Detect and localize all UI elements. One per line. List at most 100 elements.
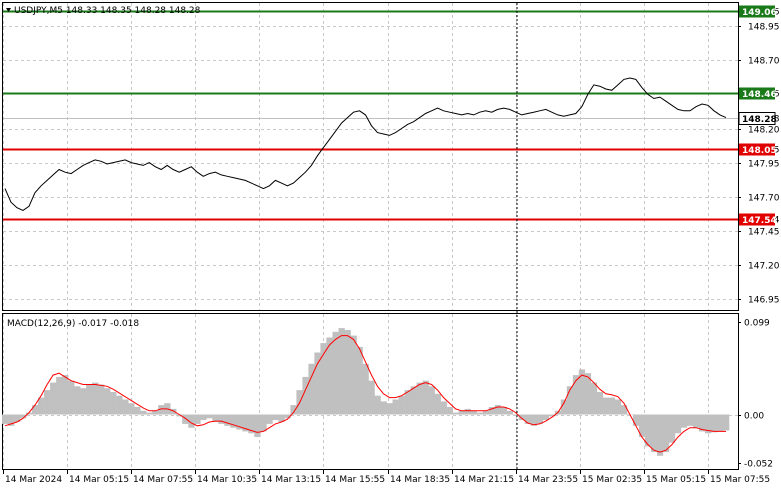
macd-histogram-bar xyxy=(44,390,51,415)
macd-histogram-bar xyxy=(152,410,159,415)
macd-histogram-bar xyxy=(705,414,712,434)
price-axis-label: 147.20 xyxy=(748,262,780,272)
macd-histogram-bar xyxy=(416,382,423,415)
macd-histogram-bar xyxy=(434,393,441,415)
macd-histogram-bar xyxy=(446,407,453,415)
macd-histogram-bar xyxy=(290,405,297,415)
macd-histogram-bar xyxy=(602,397,610,415)
macd-histogram-bar xyxy=(542,414,549,421)
level-lines[interactable] xyxy=(3,10,738,221)
macd-histogram-bar xyxy=(380,401,387,415)
price-axis-label: 148.95 xyxy=(748,23,780,33)
macd-histogram-bar xyxy=(32,405,39,415)
macd-histogram-bar xyxy=(104,388,111,415)
macd-histogram-bar xyxy=(266,414,273,424)
time-axis-label: 14 Mar 21:15 xyxy=(454,475,514,485)
price-series-line xyxy=(4,77,727,211)
macd-histogram-bar xyxy=(332,331,339,415)
macd-histogram-bar xyxy=(560,399,568,415)
macd-histogram-bar xyxy=(92,382,99,415)
macd-histogram-bar xyxy=(506,410,513,415)
macd-histogram-bar xyxy=(644,414,652,447)
macd-histogram-bar xyxy=(254,414,261,437)
macd-histogram-bar xyxy=(8,414,15,426)
macd-histogram-bar xyxy=(680,414,688,428)
macd-histogram-bar xyxy=(56,376,63,415)
macd-histogram xyxy=(2,328,730,456)
macd-histogram-bar xyxy=(500,407,507,415)
macd-histogram-bar xyxy=(116,395,123,415)
macd-histogram-bar xyxy=(512,414,519,415)
macd-histogram-bar xyxy=(98,384,105,415)
time-axis-label: 14 Mar 15:55 xyxy=(325,475,385,485)
macd-histogram-bar xyxy=(674,414,682,434)
level-badge-148.46 xyxy=(739,87,775,100)
macd-histogram-bar xyxy=(236,414,243,430)
macd-histogram-bar xyxy=(68,380,75,415)
macd-signal-series xyxy=(4,335,726,453)
macd-histogram-bar xyxy=(608,397,616,415)
price-axis-label: 148.20 xyxy=(748,126,780,136)
current-price-badge xyxy=(738,112,776,125)
macd-histogram-bar xyxy=(110,392,117,415)
macd-histogram-bar xyxy=(338,328,345,415)
macd-histogram-bar xyxy=(620,405,628,415)
macd-histogram-bar xyxy=(158,405,165,415)
macd-histogram-bar xyxy=(38,397,45,415)
time-axis-label: 15 Mar 05:15 xyxy=(646,475,706,485)
level-badge-148.05 xyxy=(739,143,775,156)
macd-histogram-bar xyxy=(74,386,81,415)
macd-histogram-bar xyxy=(188,414,195,428)
price-badges: 149.06 148.46 148.05 147.54 148.28 xyxy=(738,5,777,226)
macd-histogram-bar xyxy=(470,410,477,415)
level-badge-label: 147.54 xyxy=(742,216,777,226)
macd-histogram-bar xyxy=(578,369,586,415)
level-badge-label: 148.46 xyxy=(742,90,777,100)
macd-histogram-bar xyxy=(693,414,700,428)
time-axis-label: 15 Mar 07:55 xyxy=(710,475,770,485)
macd-histogram-bar xyxy=(482,410,489,415)
macd-histogram-bar xyxy=(723,414,730,431)
macd-histogram-bar xyxy=(80,388,87,415)
macd-histogram-bar xyxy=(26,412,33,415)
macd-histogram-bar xyxy=(248,414,255,434)
macd-histogram-bar xyxy=(440,401,447,415)
macd-histogram-bar xyxy=(464,408,471,415)
macd-histogram-bar xyxy=(711,414,718,433)
price-panel-title: USDJPY,M5 148.33 148.35 148.28 148.28 xyxy=(6,6,201,16)
macd-histogram-bar xyxy=(200,414,207,421)
macd-histogram-bar xyxy=(314,352,321,415)
level-badge-149.06 xyxy=(739,5,775,18)
macd-panel-title: MACD(12,26,9) -0.017 -0.018 xyxy=(7,319,139,329)
macd-histogram-bar xyxy=(717,414,724,432)
macd-histogram-bar xyxy=(20,414,27,419)
macd-histogram-bar xyxy=(524,414,531,424)
macd-signal-line xyxy=(4,335,726,453)
macd-histogram-bar xyxy=(392,399,399,415)
time-axis: 14 Mar 2024 14 Mar 05:15 14 Mar 07:55 14 Ma… xyxy=(3,470,770,485)
macd-histogram-bar xyxy=(566,386,574,415)
macd-histogram-bar xyxy=(662,414,670,453)
macd-histogram-bar xyxy=(50,382,57,415)
macd-histogram-bar xyxy=(410,386,417,415)
macd-histogram-bar xyxy=(536,414,543,424)
macd-histogram-bar xyxy=(452,412,459,415)
macd-histogram-bar xyxy=(242,414,249,432)
triangle-down-icon xyxy=(6,8,11,12)
level-badge-147.54 xyxy=(739,213,775,226)
macd-histogram-bar xyxy=(590,382,598,415)
macd-histogram-bar xyxy=(86,384,93,415)
price-axis-label: 148.70 xyxy=(748,57,780,67)
macd-histogram-bar xyxy=(632,414,640,426)
time-axis-label: 14 Mar 13:15 xyxy=(261,475,321,485)
macd-histogram-bar xyxy=(212,414,219,422)
macd-histogram-bar xyxy=(699,414,706,432)
level-badge-label: 149.06 xyxy=(742,8,777,18)
price-panel-title-text: USDJPY,M5 148.33 148.35 148.28 148.28 xyxy=(14,6,201,16)
macd-histogram-bar xyxy=(488,407,495,415)
price-axis-label: 147.95 xyxy=(748,160,780,170)
time-axis-label: 14 Mar 2024 xyxy=(5,475,62,485)
macd-histogram-bar xyxy=(374,395,381,415)
